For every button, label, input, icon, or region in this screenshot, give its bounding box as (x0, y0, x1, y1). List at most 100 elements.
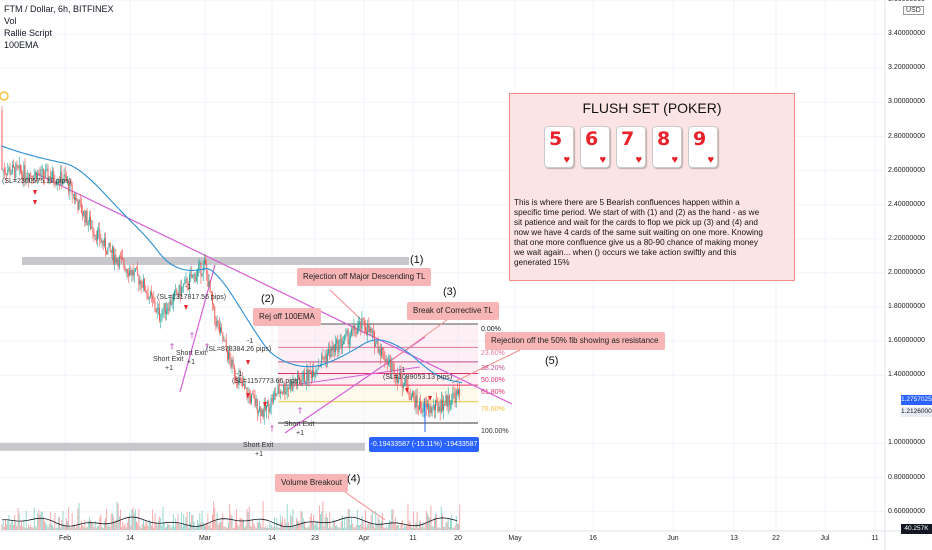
candle-body (343, 341, 344, 344)
volume-bar (416, 512, 418, 530)
candle-body (167, 308, 169, 310)
volume-bar (22, 526, 24, 530)
volume-bar (304, 521, 305, 530)
volume-bar (140, 527, 142, 530)
volume-bar (364, 510, 366, 530)
candle-body (189, 275, 190, 288)
price-tick-label: 1.00000000 (888, 439, 925, 447)
callout-break-corrective-tl[interactable]: Break of Corrective TL (407, 302, 499, 320)
candle-body (45, 170, 47, 178)
candle-body (170, 299, 172, 305)
volume-bar (98, 525, 100, 530)
volume-bar (132, 507, 134, 530)
volume-bar (56, 527, 58, 530)
volume-bar (314, 525, 316, 530)
candle-body (401, 384, 403, 388)
sl-label: (SL=1157773.66 pips) (232, 378, 301, 385)
callout-rejection-fib[interactable]: Rejection off the 50% fib showing as res… (485, 332, 665, 350)
currency-badge[interactable]: USD (903, 6, 924, 15)
candle-body (26, 177, 28, 179)
volume-bar (111, 513, 113, 530)
price-tick-label: 3.00000000 (888, 98, 925, 106)
candle-body (245, 388, 247, 389)
candle-body (448, 395, 450, 406)
volume-bar (308, 525, 310, 530)
volume-bar (8, 514, 10, 530)
candle-body (3, 169, 5, 173)
candle-body (122, 257, 124, 260)
heart-icon: ♥ (563, 154, 570, 166)
callout-rejection-major-tl[interactable]: Rejection off Major Descending TL (297, 268, 432, 286)
candle-body (235, 375, 236, 378)
volume-bar (275, 526, 277, 530)
candle-body (76, 197, 78, 202)
candle-body (51, 178, 52, 181)
candle-body (331, 346, 333, 351)
candle-body (136, 268, 137, 270)
heart-icon: ♥ (671, 154, 678, 166)
candle-body (435, 399, 436, 411)
candle-body (137, 269, 139, 276)
volume-bar (400, 523, 402, 530)
volume-bar (453, 527, 455, 530)
card-rank: 9 (693, 128, 707, 150)
symbol-title[interactable]: FTM / Dollar, 6h, BITFINEX (4, 4, 114, 14)
candle-body (149, 291, 151, 298)
volume-bar (224, 526, 226, 530)
volume-bar (141, 523, 143, 530)
candle-body (60, 171, 62, 183)
candle-body (33, 175, 35, 181)
minus-one-label: -1 (185, 284, 192, 291)
candle-body (259, 406, 261, 412)
candle-body (139, 280, 141, 285)
candle-body (175, 289, 177, 291)
candle-body (123, 259, 125, 267)
callout-rej-ema[interactable]: Rej off 100EMA (253, 308, 321, 326)
candle-body (358, 324, 359, 330)
candle-body (364, 326, 366, 331)
candle-body (231, 359, 233, 368)
callout-volume-breakout[interactable]: Volume Breakout (275, 474, 348, 492)
script-indicator-label[interactable]: Rallie Script (4, 28, 53, 38)
candle-body (131, 270, 133, 276)
candle-body (184, 280, 186, 285)
short-exit-label: Short Exit (243, 442, 274, 449)
volume-bar (270, 524, 272, 530)
volume-bar (134, 509, 136, 530)
flush-set-note[interactable]: FLUSH SET (POKER) 5 ♥ 6 ♥ 7 ♥ 8 ♥ 9 ♥ This is… (509, 93, 795, 281)
candle-body (208, 280, 210, 287)
candle-body (61, 171, 63, 185)
volume-bar (192, 514, 194, 530)
measure-tool-label[interactable]: -0.19433587 (-15.11%) -19433587 (369, 437, 479, 452)
volume-bar (454, 525, 456, 530)
volume-bar (205, 525, 206, 530)
volume-bar (187, 527, 189, 530)
volume-bar (338, 527, 340, 530)
volume-bar (255, 527, 257, 530)
callout-pointer (451, 349, 521, 384)
volume-bar (128, 516, 129, 530)
volume-bar (384, 527, 386, 530)
candle-body (266, 405, 267, 411)
candle-body (176, 289, 178, 295)
volume-bar (53, 527, 55, 530)
candle-body (321, 355, 323, 365)
time-tick-label: Mar (198, 535, 212, 542)
volume-bar (15, 521, 17, 530)
vol-indicator-label[interactable]: Vol (4, 16, 17, 26)
callout-pointer (329, 289, 373, 331)
candle-body (256, 398, 258, 413)
price-tick-label: 2.20000000 (888, 234, 925, 242)
candle-body (126, 269, 128, 274)
candle-body (153, 298, 155, 303)
volume-bar (412, 527, 413, 530)
volume-bar (137, 522, 139, 530)
volume-bar (247, 512, 249, 530)
candle-body (329, 348, 331, 358)
card-rank: 7 (621, 128, 635, 150)
volume-bar (267, 526, 269, 530)
candle-body (428, 404, 430, 413)
volume-bar (214, 507, 216, 530)
ema-indicator-label[interactable]: 100EMA (4, 40, 39, 50)
volume-bar (185, 517, 187, 530)
